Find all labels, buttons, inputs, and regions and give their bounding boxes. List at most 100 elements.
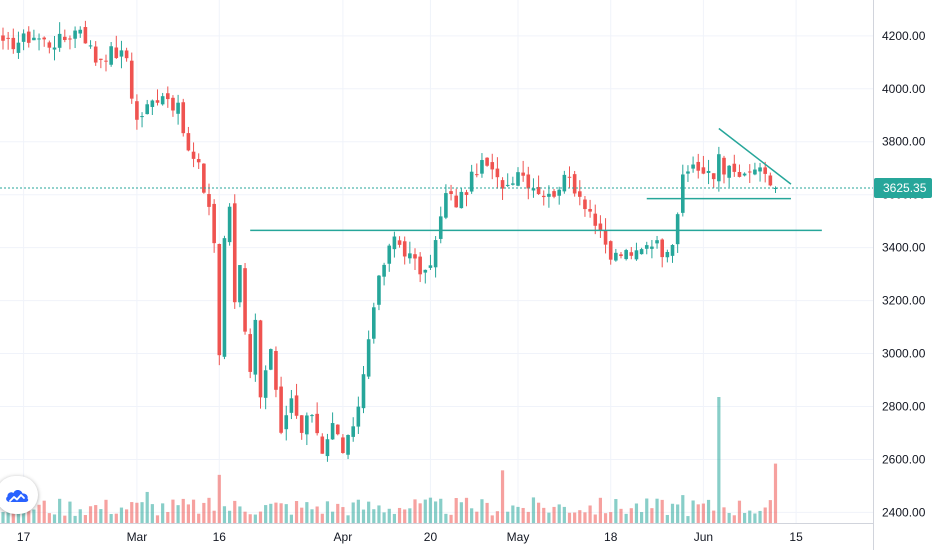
volume-bar <box>52 514 57 523</box>
candle-body <box>454 195 458 208</box>
candle-body <box>372 307 376 339</box>
volume-bar <box>634 503 639 523</box>
volume-bar <box>233 500 237 523</box>
candle-body <box>469 171 474 192</box>
candle-body <box>681 174 685 213</box>
volume-bar <box>130 502 134 523</box>
candle-body <box>356 406 361 427</box>
candle-body <box>176 102 180 114</box>
volume-bar <box>449 514 453 523</box>
trendline-3[interactable] <box>718 127 792 185</box>
candle-body <box>191 151 196 159</box>
candle-body <box>217 244 222 356</box>
candle-body <box>341 437 345 453</box>
candle-body <box>243 268 247 332</box>
volume-bar <box>161 503 165 523</box>
candle-body <box>402 241 407 257</box>
volume-bar <box>238 506 242 523</box>
candle-body <box>263 370 268 398</box>
cloud-icon <box>6 490 29 502</box>
candle-body <box>552 191 556 197</box>
drawn-trendlines[interactable] <box>250 127 822 232</box>
tradingview-logo-button[interactable] <box>0 476 38 514</box>
price-tick-label: 3000.00 <box>882 347 926 361</box>
volume-bar <box>269 503 273 523</box>
candle-body <box>171 97 175 111</box>
candle-body <box>1 35 5 41</box>
volume-bar <box>490 515 494 523</box>
time-axis[interactable]: 17 Mar 16 Apr 20 May 18 Jun 15 <box>17 530 803 544</box>
candle-body <box>16 42 21 53</box>
price-axis[interactable]: 2400.00 2600.00 2800.00 3000.00 3200.00 3400.… <box>882 29 926 520</box>
candle-body <box>253 319 258 375</box>
volume-bar <box>1 512 5 523</box>
volume-bar <box>459 502 463 523</box>
volume-bar <box>135 502 139 523</box>
candle-body <box>464 192 469 195</box>
volume-bar <box>552 506 556 523</box>
time-tick-label: 20 <box>424 530 438 544</box>
candle-body <box>52 47 57 50</box>
candle-body <box>706 170 711 173</box>
volume-bar <box>279 503 283 523</box>
candle-body <box>686 171 690 174</box>
volume-bar <box>253 514 257 523</box>
candle-body <box>490 162 495 170</box>
candle-body <box>93 46 98 63</box>
volume-bar <box>264 505 268 523</box>
volume-bar <box>516 506 520 523</box>
volume-bar <box>640 512 644 523</box>
candle-body <box>511 183 515 185</box>
candle-body <box>717 154 721 182</box>
candle-body <box>305 415 309 435</box>
candle-body <box>650 246 654 249</box>
candle-body <box>42 37 46 40</box>
volume-bar <box>670 503 675 523</box>
candle-body <box>598 223 603 231</box>
volume-bar <box>521 507 525 523</box>
current-price-badge: 3625.35 <box>874 177 932 198</box>
volume-bar <box>403 509 407 523</box>
candle-body <box>397 240 402 245</box>
candle-body <box>773 187 778 189</box>
volume-bar <box>94 505 98 523</box>
candle-body <box>583 199 587 210</box>
volume-bar <box>418 503 422 523</box>
candle-body <box>614 252 618 261</box>
candle-body <box>567 176 572 178</box>
candle-body <box>37 38 41 40</box>
volume-bar <box>32 509 36 523</box>
candle-body <box>325 439 330 457</box>
volume-bar <box>228 510 232 523</box>
volume-bar <box>42 500 46 523</box>
candle-body <box>202 163 206 193</box>
price-tick-label: 3800.00 <box>882 135 926 149</box>
volume-bar <box>588 505 592 523</box>
volume-bar <box>434 501 438 523</box>
candlesticks <box>1 20 778 462</box>
volume-bar <box>475 511 479 523</box>
candle-body <box>711 173 716 180</box>
volume-bar <box>583 512 587 523</box>
price-tick-label: 2800.00 <box>882 400 926 414</box>
volume-bar <box>408 508 412 523</box>
candle-body <box>758 167 762 172</box>
time-tick-label: 17 <box>17 530 31 544</box>
candle-body <box>485 157 489 166</box>
candle-body <box>747 171 752 173</box>
volume-bar <box>758 510 762 523</box>
volume-bar <box>464 497 469 523</box>
candle-body <box>320 436 325 454</box>
candle-body <box>665 252 670 258</box>
candle-body <box>222 238 227 357</box>
candle-body <box>675 214 680 245</box>
time-tick-label: Jun <box>694 530 713 544</box>
candle-body <box>21 33 26 42</box>
candle-body <box>387 245 392 264</box>
volume-bar <box>243 511 247 523</box>
candle-body <box>639 249 644 255</box>
candle-body <box>88 45 93 47</box>
candle-body <box>505 184 510 186</box>
